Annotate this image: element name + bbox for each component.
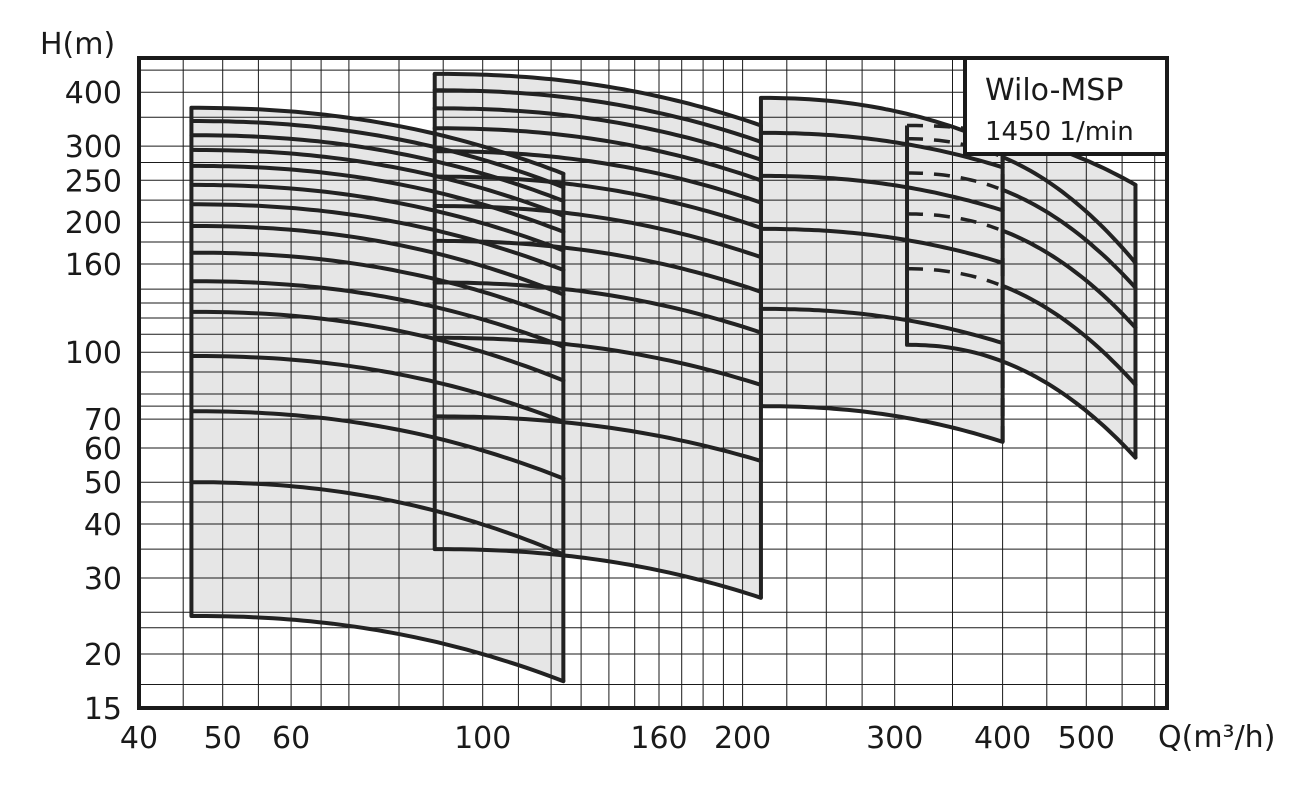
curve-group-2 (432, 88, 763, 144)
curve-group-1 (189, 224, 566, 297)
curve-group-1 (189, 409, 566, 481)
curve-group-1 (189, 250, 566, 322)
curve-group-2 (432, 335, 763, 387)
y-tick-label: 60 (84, 432, 122, 467)
x-tick-label: 400 (974, 721, 1031, 756)
x-tick-label: 200 (714, 721, 771, 756)
curve-group-4 (905, 342, 1138, 460)
curve-group-1 (189, 279, 566, 349)
x-tick-label: 500 (1058, 721, 1115, 756)
x-tick-labels: 40 50 60 100 160 200 300 400 500 (120, 721, 1115, 756)
y-tick-label: 100 (65, 336, 122, 371)
curve-group-1 (189, 147, 566, 218)
curve-group-1 (189, 354, 566, 424)
curve-group-1 (189, 202, 566, 272)
y-tick-label: 50 (84, 466, 122, 501)
x-tick-label: 160 (630, 721, 687, 756)
curve-group-3 (758, 173, 1005, 213)
curve-group-2 (432, 71, 763, 128)
y-tick-label: 200 (65, 206, 122, 241)
curve-g4-dashed (907, 267, 1000, 286)
curve-group-3 (758, 404, 1005, 444)
curve-group-1 (189, 182, 566, 253)
legend-frame (963, 56, 1169, 156)
curve-group-1 (189, 309, 566, 383)
curve-group-2 (432, 280, 763, 335)
curve-g4 (1001, 155, 1138, 265)
region-group-4 (907, 125, 1136, 458)
legend-subtitle: 1450 1/min (985, 117, 1134, 147)
y-tick-label: 40 (84, 508, 122, 543)
curve-g4-dashed (907, 137, 1000, 157)
curve-group-3 (758, 226, 1005, 265)
y-tick-label: 30 (84, 562, 122, 597)
curve-group-1 (189, 119, 566, 190)
curve-group-3 (758, 130, 1005, 170)
curve-group-1 (189, 163, 566, 234)
x-tick-label: 60 (272, 721, 310, 756)
y-tick-label: 20 (84, 638, 122, 673)
curve-g4-dashed (906, 212, 999, 231)
curve-group-2 (432, 106, 763, 162)
curve-g4 (1001, 228, 1138, 330)
curve-group-3 (758, 95, 1005, 149)
y-tick-label: 250 (65, 164, 122, 199)
legend-title: Wilo-MSP (985, 73, 1123, 108)
y-axis-label: H(m) (40, 27, 115, 62)
curve-group-2 (432, 547, 763, 600)
curve-group-1 (189, 614, 566, 684)
curve-g4 (1001, 188, 1138, 290)
curve-group-2 (432, 149, 763, 205)
curve-group-2 (432, 126, 763, 183)
curve-group-2 (432, 174, 763, 230)
x-tick-label: 100 (454, 721, 511, 756)
curve-group-2 (432, 414, 763, 463)
curve-group-1 (189, 480, 566, 557)
x-tick-label: 50 (204, 721, 242, 756)
x-tick-label: 300 (866, 721, 923, 756)
performance-curves (189, 71, 1138, 684)
curve-group-2 (432, 204, 763, 260)
curve-group-3 (758, 306, 1005, 345)
plot-frame (137, 56, 1169, 710)
curve-group-2 (432, 238, 763, 294)
curve-g4-dashed (907, 123, 999, 136)
y-tick-label: 15 (84, 692, 122, 727)
legend-box: Wilo-MSP 1450 1/min (963, 56, 1169, 156)
curve-g4-dashed (907, 171, 1000, 190)
y-tick-label: 160 (65, 248, 122, 283)
x-axis-label: Q(m³/h) (1158, 720, 1275, 755)
curve-g4 (1001, 284, 1138, 387)
y-tick-label: 400 (65, 76, 122, 111)
y-tick-label: 300 (65, 130, 122, 165)
x-tick-label: 40 (120, 721, 158, 756)
y-tick-label: 70 (84, 403, 122, 438)
